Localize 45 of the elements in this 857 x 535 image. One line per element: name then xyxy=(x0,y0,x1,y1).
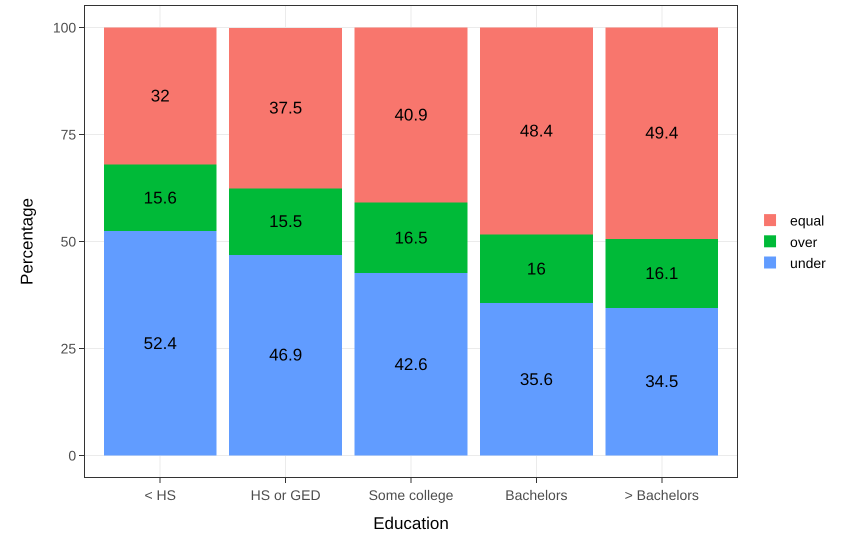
y-tick-label: 50 xyxy=(60,233,76,250)
x-tick-label: > Bachelors xyxy=(624,486,699,503)
bar xyxy=(354,202,468,274)
bar xyxy=(354,273,468,456)
data-label: 49.4 xyxy=(645,124,678,143)
x-tick-label: Bachelors xyxy=(505,486,568,503)
data-label: 16.1 xyxy=(645,264,678,283)
legend-label: under xyxy=(790,254,826,271)
data-label: 16 xyxy=(526,259,546,278)
bar xyxy=(605,27,718,239)
data-label: 37.5 xyxy=(269,98,302,118)
bar xyxy=(104,27,217,164)
bar xyxy=(354,27,468,203)
bar xyxy=(480,234,593,304)
y-axis-title: Percentage xyxy=(17,198,36,285)
data-label: 35.6 xyxy=(520,370,553,389)
x-tick-label: Some college xyxy=(368,486,454,503)
bar xyxy=(229,28,342,188)
data-label: 40.9 xyxy=(394,105,428,124)
x-tick-label: HS or GED xyxy=(250,486,321,503)
y-tick-label: 100 xyxy=(52,19,76,36)
data-label: 32 xyxy=(150,86,170,106)
x-tick-label: < HS xyxy=(144,486,176,503)
y-tick-label: 75 xyxy=(60,126,76,142)
y-tick-label: 25 xyxy=(60,340,76,356)
x-axis-title: Education xyxy=(373,514,449,534)
data-label: 16.5 xyxy=(394,228,428,248)
y-tick-label: 0 xyxy=(68,447,76,464)
bar xyxy=(480,303,593,456)
data-label: 42.6 xyxy=(394,354,428,374)
bar xyxy=(605,238,718,308)
data-label: 46.9 xyxy=(269,346,302,365)
bar xyxy=(229,254,342,456)
legend-label: over xyxy=(790,234,818,250)
data-label: 15.5 xyxy=(269,212,302,232)
data-label: 15.6 xyxy=(144,188,177,208)
data-label: 34.5 xyxy=(645,372,678,392)
data-label: 52.4 xyxy=(144,334,177,353)
bar xyxy=(229,188,342,255)
bar xyxy=(104,231,217,456)
bar xyxy=(104,164,217,232)
legend-label: equal xyxy=(790,212,824,229)
data-label: 48.4 xyxy=(520,122,553,141)
bar xyxy=(605,308,718,456)
bar xyxy=(480,27,593,235)
